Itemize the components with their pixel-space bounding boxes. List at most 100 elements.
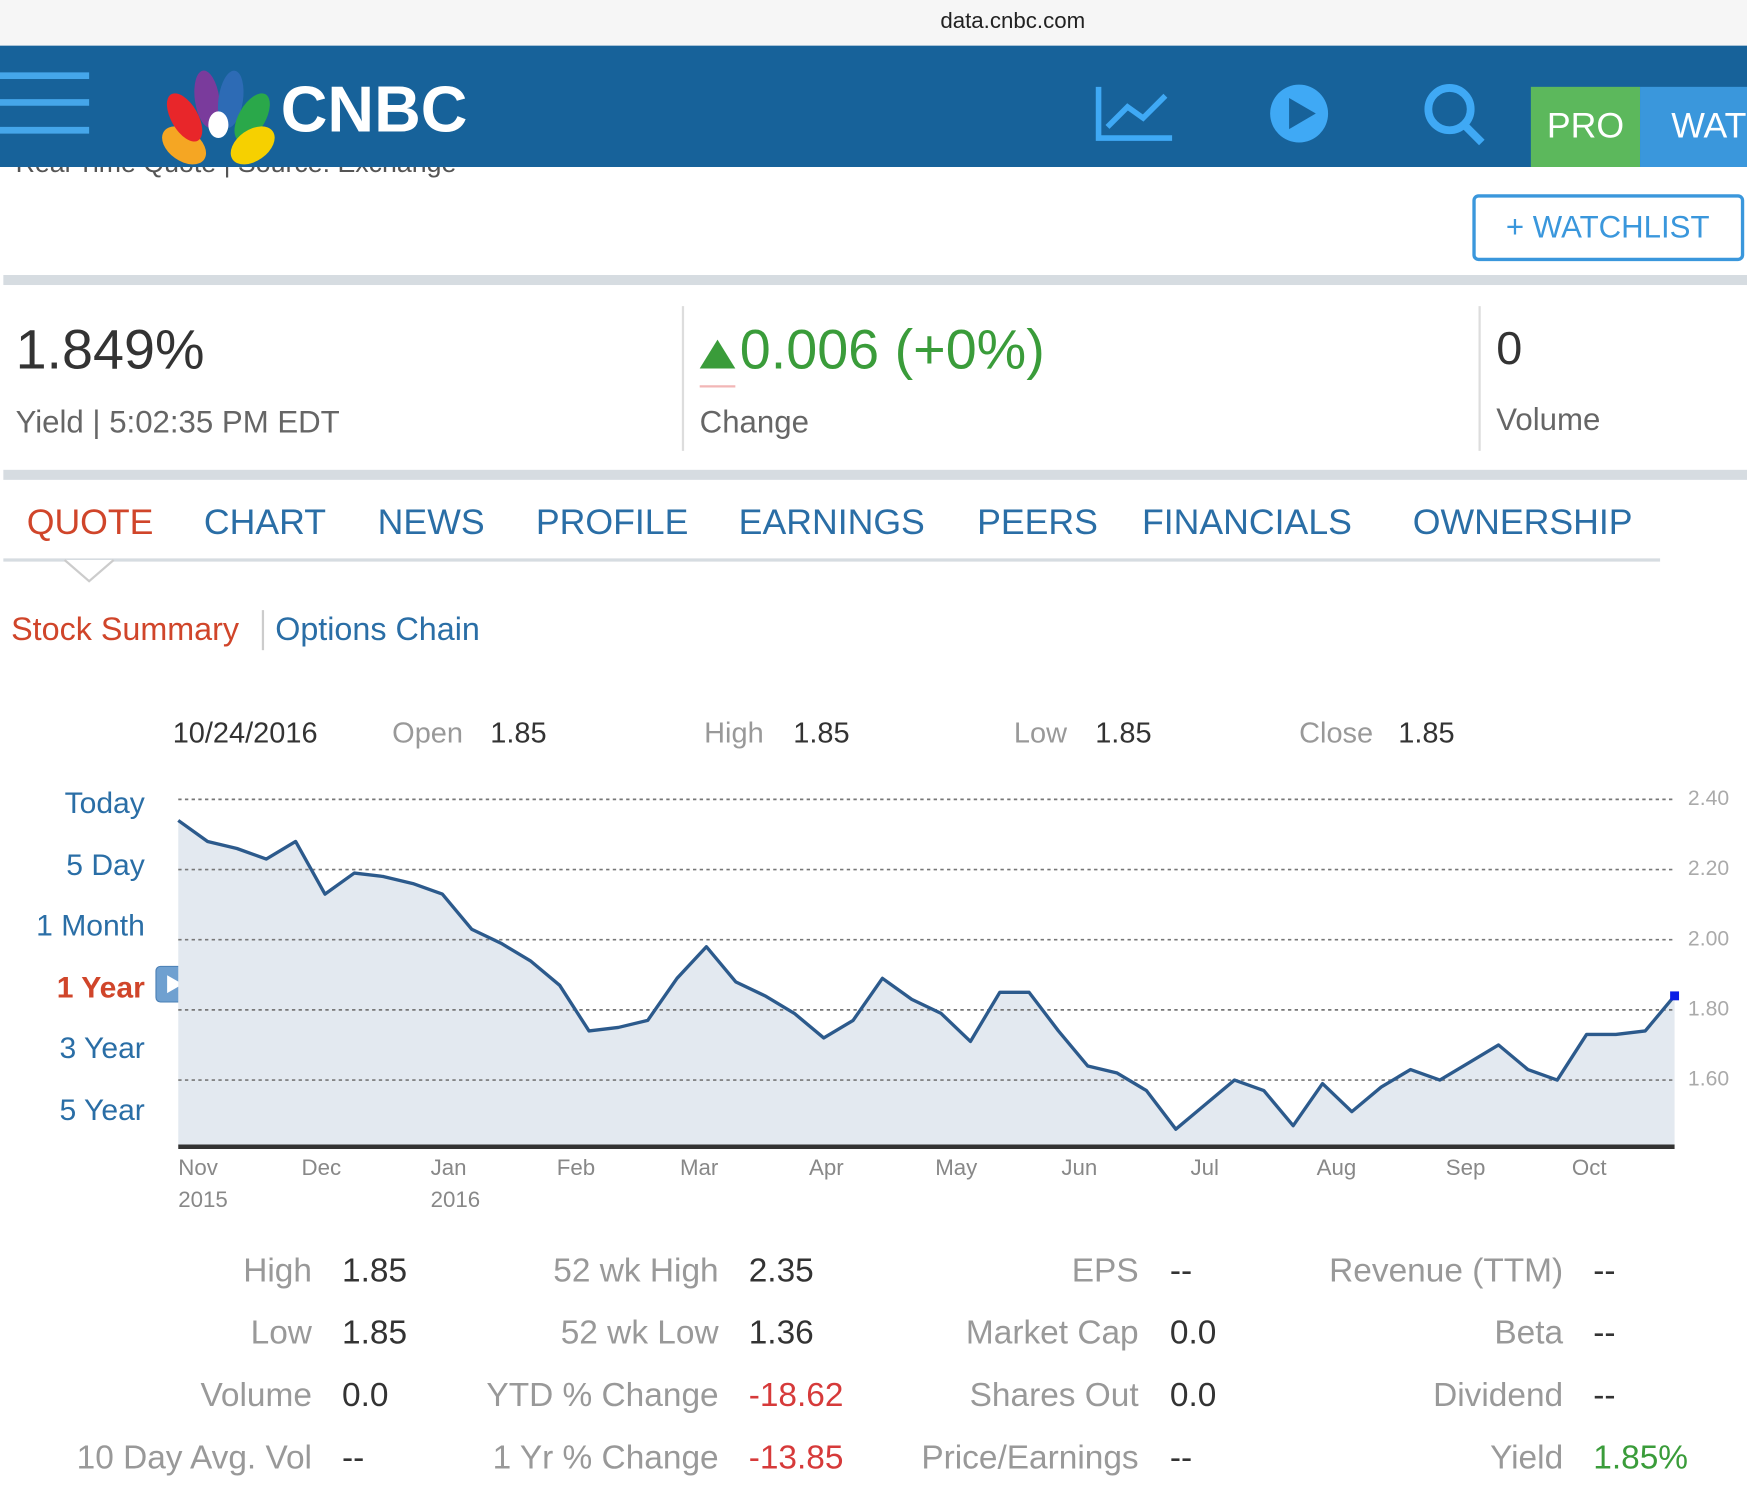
volume-label: Volume [1496,402,1600,437]
stat-label: 10 Day Avg. Vol [77,1439,312,1476]
y-tick-label: 2.20 [1688,857,1729,880]
stat-value: -- [342,1439,364,1476]
ohlc-label: Low [1014,717,1067,749]
volume: 0 [1496,322,1522,374]
stat-label: Beta [1494,1315,1563,1352]
x-tick-label: Mar [680,1155,719,1180]
last-point [1670,991,1680,1001]
x-tick-year: 2016 [431,1187,481,1212]
ohlc-value: 1.85 [490,717,546,749]
ohlc-label: Close [1299,717,1373,749]
pro-button[interactable] [1530,86,1641,167]
stat-label: Revenue (TTM) [1329,1252,1563,1289]
y-tick-label: 1.80 [1688,997,1729,1020]
tab-caret [63,559,115,583]
divider [3,469,1747,480]
stat-label: Low [251,1315,313,1352]
tab[interactable]: PROFILE [536,502,688,542]
x-tick-year: 2015 [178,1187,228,1212]
tab[interactable]: FINANCIALS [1142,502,1352,542]
tab[interactable]: QUOTE [27,502,154,542]
stat-label: Market Cap [966,1315,1139,1352]
stat-label: Volume [200,1377,311,1414]
x-tick-label: Sep [1446,1155,1486,1180]
range-option[interactable]: 3 Year [60,1032,145,1065]
stat-value: 1.36 [749,1315,814,1352]
stat-label: Shares Out [970,1377,1140,1414]
up-arrow [699,339,736,369]
tab[interactable]: CHART [204,502,326,542]
stat-value: 2.35 [749,1252,814,1289]
stat-value: -- [1593,1377,1615,1414]
stat-label: Yield [1490,1439,1563,1476]
play-icon[interactable] [1270,84,1329,143]
divider [3,274,1747,286]
change-label: Change [700,404,809,439]
stat-value: -- [1170,1252,1192,1289]
watch-button[interactable] [1640,86,1747,167]
x-tick-label: Dec [301,1155,341,1180]
range-option[interactable]: 1 Year [57,972,145,1005]
tab[interactable]: OWNERSHIP [1413,502,1633,542]
stat-label: 52 wk High [553,1252,718,1289]
stat-value: -13.85 [749,1439,844,1476]
url: data.cnbc.com [940,8,1085,33]
x-tick-label: Apr [809,1155,844,1180]
stat-label: EPS [1072,1252,1139,1289]
watch-label[interactable]: WAT [1671,105,1746,145]
x-tick-label: Feb [557,1155,595,1180]
ohlc-label: Open [392,717,463,749]
stat-label: High [243,1252,312,1289]
x-tick-label: Oct [1572,1155,1607,1180]
subtab[interactable]: Stock Summary [11,611,240,647]
stat-value: 0.0 [1170,1377,1216,1414]
stat-value: 1.85 [342,1252,407,1289]
ohlc-date: 10/24/2016 [173,717,318,749]
range-indicator-arrow [167,975,183,994]
price-label: Yield | 5:02:35 PM EDT [16,404,340,439]
range-option[interactable]: Today [65,787,145,820]
x-tick-label: May [935,1155,978,1180]
watchlist-button[interactable] [1472,194,1745,262]
range-option[interactable]: 5 Year [60,1094,145,1127]
stat-value: -18.62 [749,1377,844,1414]
stat-value: -- [1593,1252,1615,1289]
x-tick-label: Aug [1317,1155,1357,1180]
chart-icon[interactable] [1095,86,1173,141]
x-tick-label: Nov [178,1155,218,1180]
stat-label: Dividend [1433,1377,1563,1414]
pro-label[interactable]: PRO [1547,105,1624,145]
ohlc-value: 1.85 [1398,717,1454,749]
range-option[interactable]: 1 Month [36,909,145,942]
browser-bar [0,0,1747,46]
subtab[interactable]: Options Chain [275,611,480,647]
stat-value: -- [1170,1439,1192,1476]
price: 1.849% [16,319,205,381]
x-tick-label: Jun [1061,1155,1097,1180]
change: 0.006 (+0%) [740,319,1045,381]
stat-value: 1.85 [342,1315,407,1352]
x-tick-label: Jul [1190,1155,1218,1180]
header [0,45,1747,167]
x-tick-label: Jan [431,1155,467,1180]
ohlc-label: High [704,717,764,749]
ohlc-value: 1.85 [1095,717,1151,749]
y-tick-label: 2.00 [1688,927,1729,950]
logo-peacock [162,70,275,165]
stat-value: 0.0 [342,1377,388,1414]
stat-label: Price/Earnings [921,1439,1138,1476]
stat-value: 1.85% [1593,1439,1688,1476]
search-icon[interactable] [1424,84,1485,146]
area-fill [178,820,1675,1147]
tab[interactable]: PEERS [977,502,1098,542]
watchlist-label[interactable]: + WATCHLIST [1506,210,1710,245]
line [177,819,1676,1131]
stat-value: 0.0 [1170,1315,1216,1352]
menu-icon[interactable] [0,72,90,134]
tab[interactable]: NEWS [378,502,485,542]
y-tick-label: 1.60 [1688,1068,1729,1091]
logo-text[interactable]: CNBC [281,74,468,146]
range-option[interactable]: 5 Day [66,849,145,882]
tab[interactable]: EARNINGS [739,502,925,542]
